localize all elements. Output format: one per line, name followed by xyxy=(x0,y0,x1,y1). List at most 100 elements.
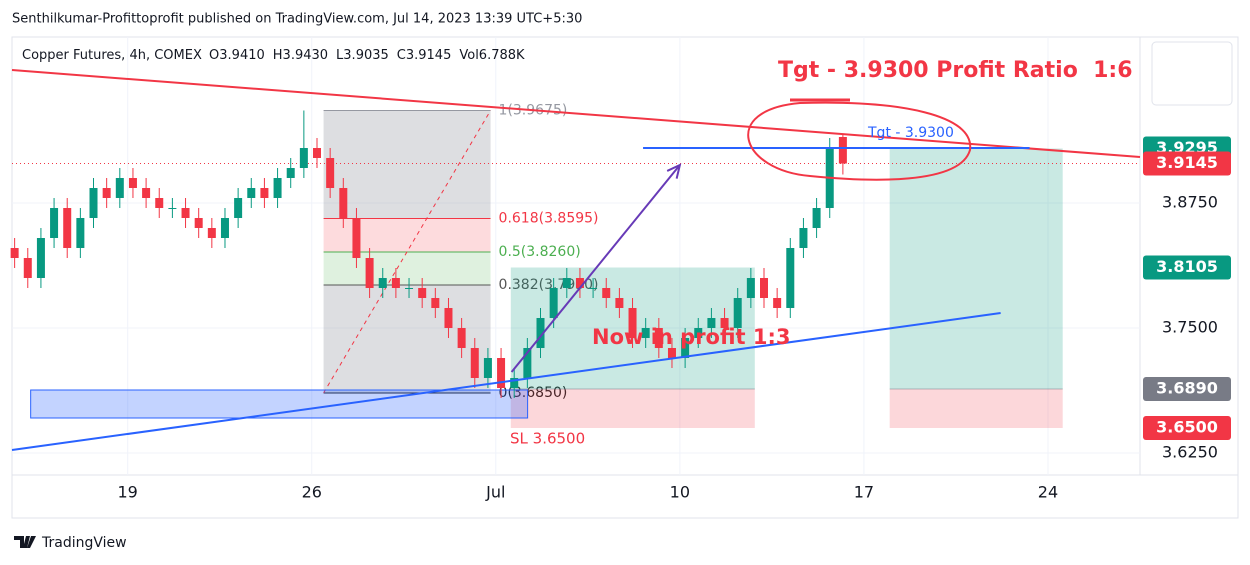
candle-body xyxy=(786,248,795,308)
candle-body xyxy=(352,218,361,258)
candle-body xyxy=(470,348,479,378)
footer-text: TradingView xyxy=(41,535,127,551)
candle-body xyxy=(707,318,716,328)
price-label-bg xyxy=(1143,377,1231,401)
price-label: 3.6500 xyxy=(1156,418,1218,437)
footer-logo: TradingView xyxy=(14,535,127,551)
fib-label: 0.5(3.8260) xyxy=(499,244,581,260)
chart-frame xyxy=(11,36,1239,519)
candle-body xyxy=(720,318,729,328)
arrow-head xyxy=(666,163,682,179)
candle-body xyxy=(628,308,637,338)
candle-body xyxy=(654,328,663,348)
candle-body xyxy=(168,208,177,209)
headline: Tgt - 3.9300 Profit Ratio 1:6 xyxy=(778,58,1133,83)
candle-body xyxy=(102,188,111,198)
candle-body xyxy=(326,158,335,188)
candle-body xyxy=(220,218,229,238)
candle-body xyxy=(194,218,203,228)
fib-band xyxy=(323,110,491,219)
candle-body xyxy=(681,338,690,358)
x-tick-label: 19 xyxy=(118,483,138,502)
candle-body xyxy=(286,168,295,178)
x-tick-label: 24 xyxy=(1038,483,1058,502)
x-tick-label: Jul xyxy=(485,483,505,502)
candle-body xyxy=(115,178,124,198)
candle-body xyxy=(431,298,440,308)
position-loss xyxy=(889,389,1063,428)
price-label: 3.8105 xyxy=(1156,257,1218,276)
candle-body xyxy=(299,148,308,168)
panel-button[interactable] xyxy=(1151,41,1233,106)
candle-body xyxy=(378,278,387,288)
candle-body xyxy=(405,288,414,289)
candle-body xyxy=(365,258,374,288)
legend-open: O3.9410 xyxy=(209,48,265,63)
legend-symbol: Copper Futures, 4h, COMEX xyxy=(22,48,202,63)
trend-line xyxy=(11,312,1001,451)
legend-high: H3.9430 xyxy=(273,48,328,63)
legend-volume: Vol6.788K xyxy=(459,48,525,63)
candle-body xyxy=(89,188,98,218)
candle-body xyxy=(273,178,282,198)
byline: Senthilkumar-Profittoprofit published on… xyxy=(12,12,582,27)
price-label-bg xyxy=(1143,416,1231,440)
candle-body xyxy=(549,288,558,318)
candle-body xyxy=(497,358,506,388)
candle-body xyxy=(457,328,466,348)
candle-body xyxy=(483,358,492,378)
position-profit xyxy=(889,148,1063,389)
price-label: 3.9145 xyxy=(1156,153,1218,172)
x-tick-label: 26 xyxy=(302,483,322,502)
candle-body xyxy=(339,188,348,218)
candle-body xyxy=(444,308,453,328)
candle-body xyxy=(667,348,676,358)
candle-body xyxy=(641,328,650,338)
candle-body xyxy=(602,288,611,298)
x-tick-label: 10 xyxy=(670,483,690,502)
candle-body xyxy=(773,298,782,308)
y-tick-label: 3.6250 xyxy=(1162,443,1218,462)
candle-body xyxy=(733,298,742,328)
candle-body xyxy=(575,278,584,288)
candle-body xyxy=(76,218,85,248)
x-tick-label: 17 xyxy=(854,483,874,502)
candle-body xyxy=(181,208,190,218)
price-label: 3.6890 xyxy=(1156,379,1218,398)
candle-body xyxy=(23,258,32,278)
legend: Copper Futures, 4h, COMEX O3.9410 H3.9430 L… xyxy=(22,48,525,63)
progress-text: Now in profit 1:3 xyxy=(592,325,791,349)
candle-body xyxy=(838,137,847,164)
candle-body xyxy=(523,348,532,378)
fib-band xyxy=(323,252,491,285)
position-loss xyxy=(510,389,755,428)
candle-body xyxy=(589,288,598,289)
candle-body xyxy=(36,238,45,278)
drawing-ellipse xyxy=(747,101,972,181)
candle-body xyxy=(536,318,545,348)
candle-body xyxy=(562,278,571,288)
candle-body xyxy=(746,278,755,298)
candle-body xyxy=(142,188,151,198)
candle-body xyxy=(234,198,243,218)
candle-body xyxy=(63,208,72,248)
candle-body xyxy=(799,228,808,248)
plot: 1(3.9675)0.618(3.8595)0.5(3.8260)0.382(3… xyxy=(10,37,1141,475)
target-text: Tgt - 3.9300 xyxy=(867,125,954,141)
trend-line xyxy=(11,69,1141,158)
legend-low: L3.9035 xyxy=(336,48,389,63)
candle-body xyxy=(615,298,624,308)
candle-body xyxy=(247,188,256,198)
price-label-bg xyxy=(1143,151,1231,176)
candle-body xyxy=(155,198,164,208)
price-label-bg xyxy=(1143,255,1231,280)
legend-close: C3.9145 xyxy=(397,48,452,63)
candle-body xyxy=(207,228,216,238)
fib-band xyxy=(323,218,491,252)
candle-body xyxy=(313,148,322,158)
candle-body xyxy=(50,208,59,238)
candle-body xyxy=(760,278,768,298)
fib-label: 0.618(3.8595) xyxy=(499,211,599,227)
y-tick-label: 3.7500 xyxy=(1162,318,1218,337)
